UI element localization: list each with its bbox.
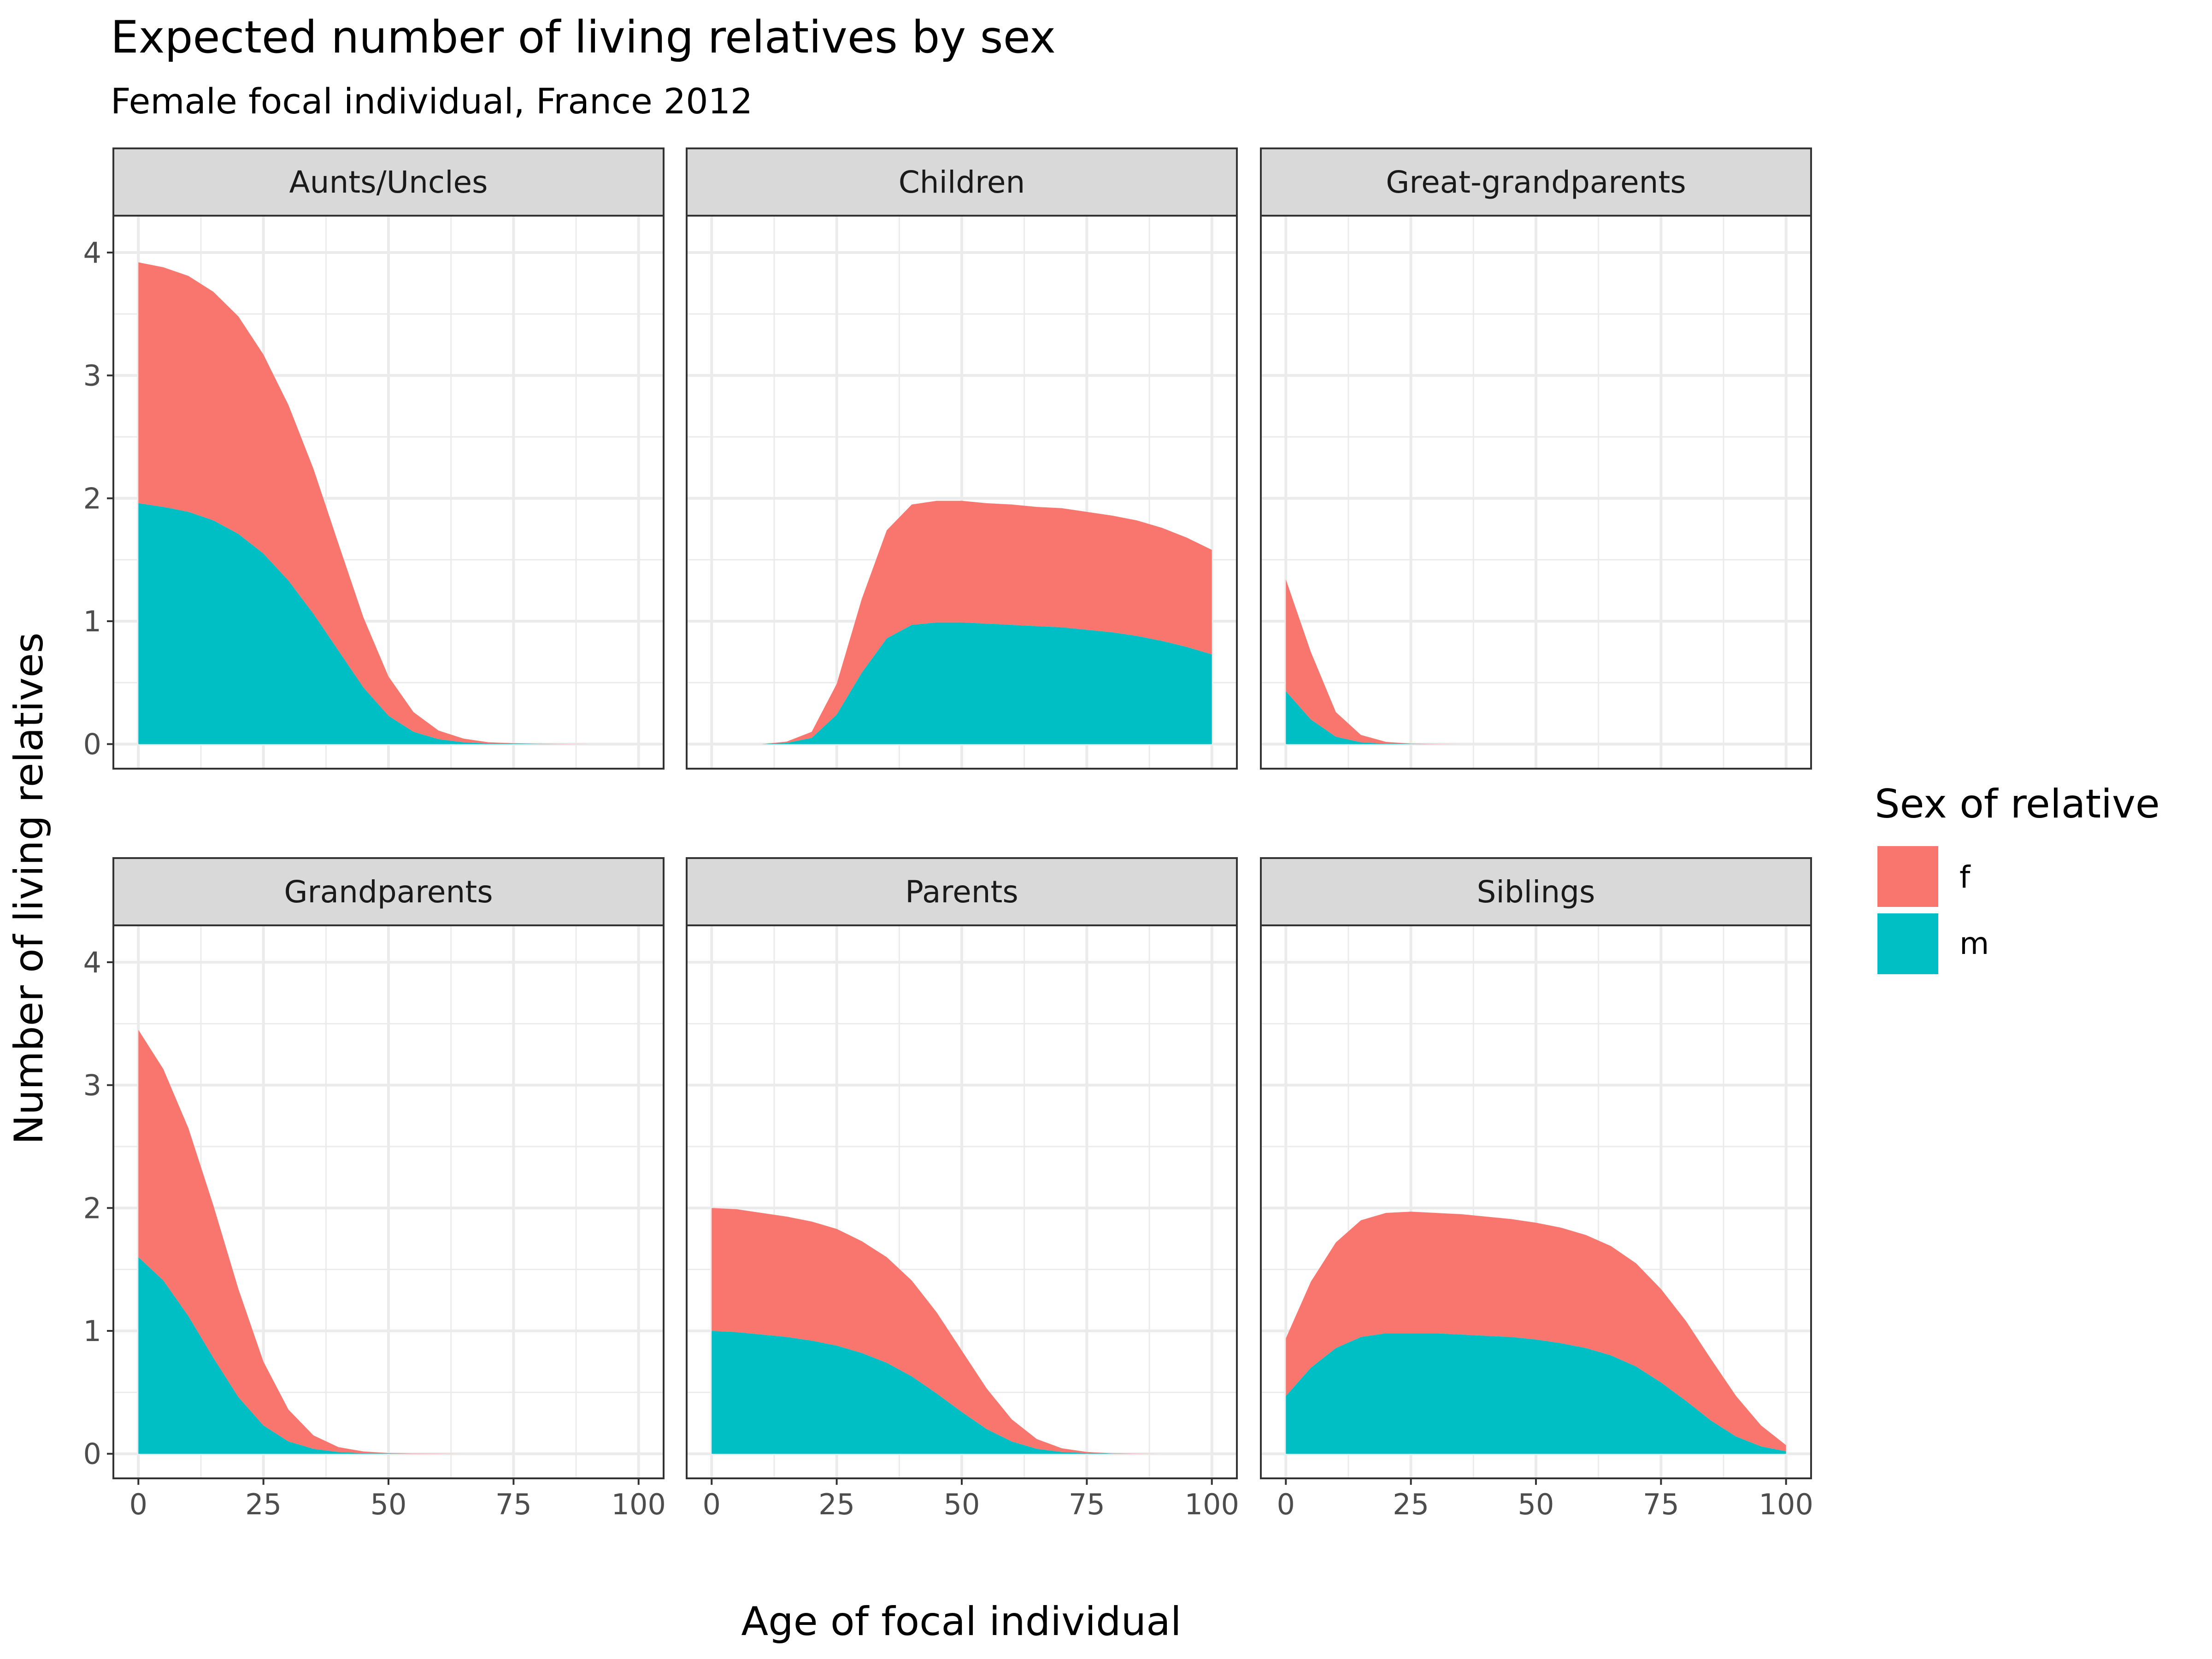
x-tick-label: 75 xyxy=(1643,1488,1679,1521)
area-m-grandparents xyxy=(138,1257,639,1454)
x-tick-label: 50 xyxy=(944,1488,980,1521)
area-m-aunts-uncles xyxy=(138,503,639,744)
legend-key-m xyxy=(1877,913,1938,974)
y-tick-label: 2 xyxy=(83,482,101,515)
x-tick-label: 25 xyxy=(1393,1488,1429,1521)
x-tick-label: 100 xyxy=(1185,1488,1239,1521)
legend: Sex of relative f m xyxy=(1875,781,2160,974)
area-f-siblings xyxy=(1286,1212,1786,1452)
facet-label-siblings: Siblings xyxy=(1477,874,1595,910)
area-m-parents xyxy=(712,1331,1212,1454)
area-m-great-grandparents xyxy=(1286,691,1786,744)
facet-strip-aunts-uncles xyxy=(112,147,665,217)
panel-border-great-grandparents xyxy=(1260,215,1812,770)
panel-siblings: Siblings 0 25 50 75 100 xyxy=(1260,857,1813,1521)
facet-strip-children xyxy=(686,147,1238,217)
area-f-great-grandparents xyxy=(1286,579,1786,744)
panel-children: Children xyxy=(686,147,1238,770)
facet-label-children: Children xyxy=(899,165,1025,200)
y-tick-label: 1 xyxy=(83,1314,101,1348)
x-tick-label: 100 xyxy=(612,1488,666,1521)
area-m-siblings xyxy=(1286,1333,1786,1454)
x-tick-label: 75 xyxy=(495,1488,532,1521)
legend-label-f: f xyxy=(1959,859,1971,895)
y-axis-title: Number of living relatives xyxy=(6,632,52,1144)
y-tick-label: 4 xyxy=(83,946,101,979)
facet-label-aunts-uncles: Aunts/Uncles xyxy=(289,165,488,200)
legend-title: Sex of relative xyxy=(1875,781,2160,827)
legend-key-f xyxy=(1877,846,1938,907)
x-tick-label: 25 xyxy=(818,1488,855,1521)
panel-border-children xyxy=(686,215,1238,770)
y-tick-label: 3 xyxy=(83,1069,101,1102)
facet-strip-siblings xyxy=(1260,857,1812,926)
y-tick-label: 4 xyxy=(83,236,101,270)
y-tick-label: 3 xyxy=(83,359,101,393)
x-tick-label: 100 xyxy=(1759,1488,1813,1521)
x-tick-label: 75 xyxy=(1069,1488,1105,1521)
panel-aunts-uncles: Aunts/Uncles 0 1 2 3 4 xyxy=(83,147,665,770)
facet-label-great-grandparents: Great-grandparents xyxy=(1386,165,1686,200)
x-tick-label: 0 xyxy=(1277,1488,1295,1521)
y-tick-label: 0 xyxy=(83,728,101,761)
x-tick-label: 50 xyxy=(1518,1488,1554,1521)
area-m-children xyxy=(712,622,1212,744)
x-axis-title: Age of focal individual xyxy=(741,1599,1181,1645)
panel-great-grandparents: Great-grandparents xyxy=(1260,147,1812,770)
x-tick-label: 25 xyxy=(245,1488,282,1521)
y-tick-label: 0 xyxy=(83,1437,101,1471)
legend-label-m: m xyxy=(1959,926,1989,961)
facet-label-grandparents: Grandparents xyxy=(284,874,493,910)
panels: Aunts/Uncles 0 1 2 3 4 Children Great-grandpare… xyxy=(83,147,1813,1521)
y-tick-label: 1 xyxy=(83,605,101,638)
panel-border-aunts-uncles xyxy=(112,215,665,770)
x-tick-label: 0 xyxy=(129,1488,147,1521)
area-f-aunts-uncles xyxy=(138,262,639,744)
facet-strip-parents xyxy=(686,857,1238,926)
x-tick-label: 0 xyxy=(703,1488,721,1521)
area-f-parents xyxy=(712,1208,1212,1454)
chart-title: Expected number of living relatives by s… xyxy=(111,12,1056,63)
facet-label-parents: Parents xyxy=(905,874,1018,910)
panel-parents: Parents 0 25 50 75 100 xyxy=(686,857,1239,1521)
x-tick-label: 50 xyxy=(371,1488,407,1521)
facet-strip-great-grandparents xyxy=(1260,147,1812,217)
y-tick-label: 2 xyxy=(83,1191,101,1225)
chart-subtitle: Female focal individual, France 2012 xyxy=(111,81,753,122)
panel-grandparents: Grandparents 0 1 2 3 4 0 25 50 75 100 xyxy=(83,857,666,1521)
